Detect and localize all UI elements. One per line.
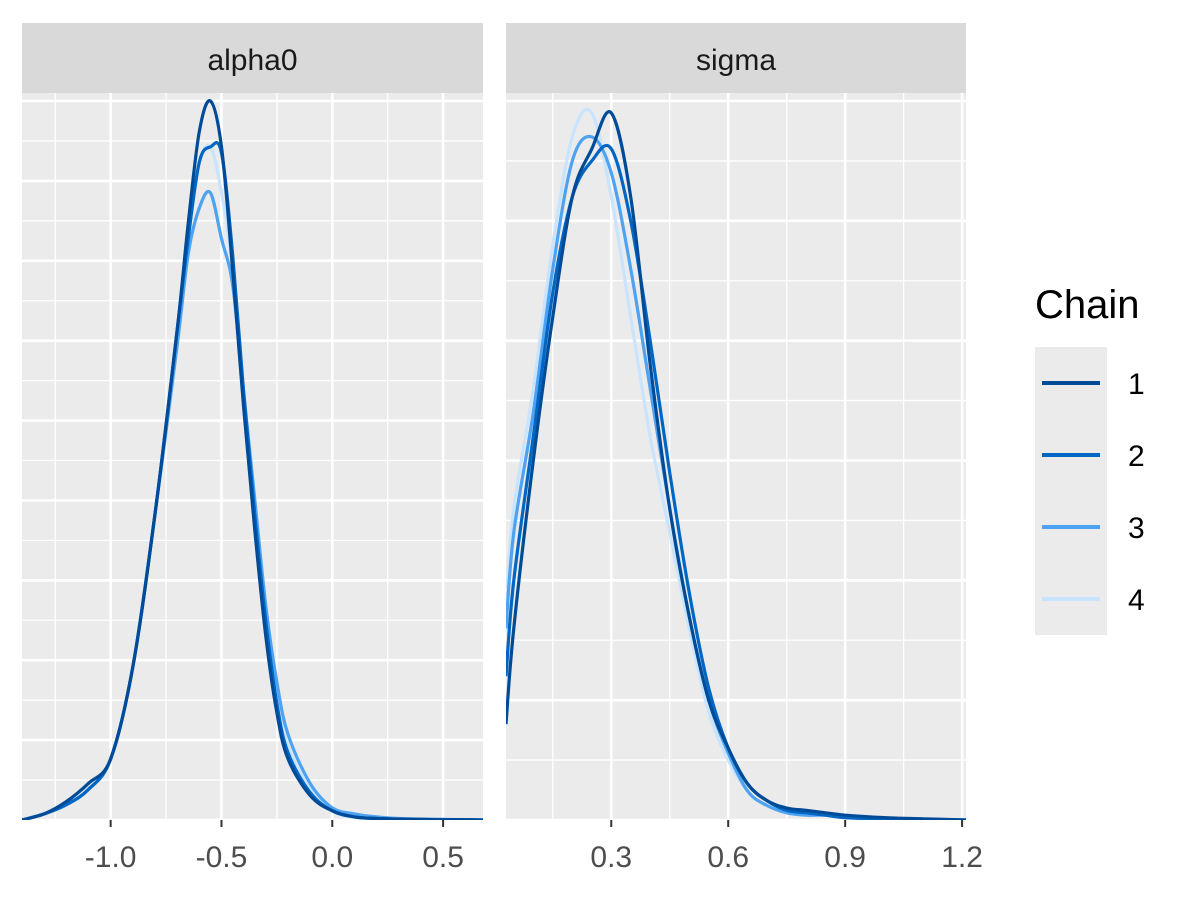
x-tick-label: 0.6 xyxy=(707,841,749,874)
legend-title: Chain xyxy=(1035,283,1140,327)
panel-background xyxy=(506,93,966,820)
x-tick-label: 1.2 xyxy=(941,841,983,874)
facet-strip-label: alpha0 xyxy=(207,44,297,77)
density-line-chain-2 xyxy=(506,143,966,820)
x-tick-label: 0.0 xyxy=(311,841,353,874)
legend: Chain 1 2 3 4 xyxy=(1035,283,1145,635)
facet-strip xyxy=(506,23,966,93)
facet-strip xyxy=(22,23,483,93)
density-line-chain-1 xyxy=(22,99,483,820)
density-line-chain-1 xyxy=(506,110,966,820)
facet-strip-label: sigma xyxy=(696,44,776,77)
legend-label: 3 xyxy=(1128,512,1145,545)
x-tick-label: 0.3 xyxy=(590,841,632,874)
panel-background xyxy=(22,93,483,820)
legend-label: 1 xyxy=(1128,368,1145,401)
legend-key-background xyxy=(1035,347,1107,635)
facet-panel-sigma: sigma 0.3 0.6 0.9 1.2 xyxy=(506,23,983,874)
legend-label: 4 xyxy=(1128,584,1145,617)
x-tick-label: 0.9 xyxy=(824,841,866,874)
x-tick-label: 0.5 xyxy=(422,841,464,874)
x-tick-label: -1.0 xyxy=(85,841,137,874)
x-tick-label: -0.5 xyxy=(196,841,248,874)
facet-panel-alpha0: alpha0 -1.0 -0.5 0.0 0.5 xyxy=(22,23,483,874)
legend-label: 2 xyxy=(1128,440,1145,473)
